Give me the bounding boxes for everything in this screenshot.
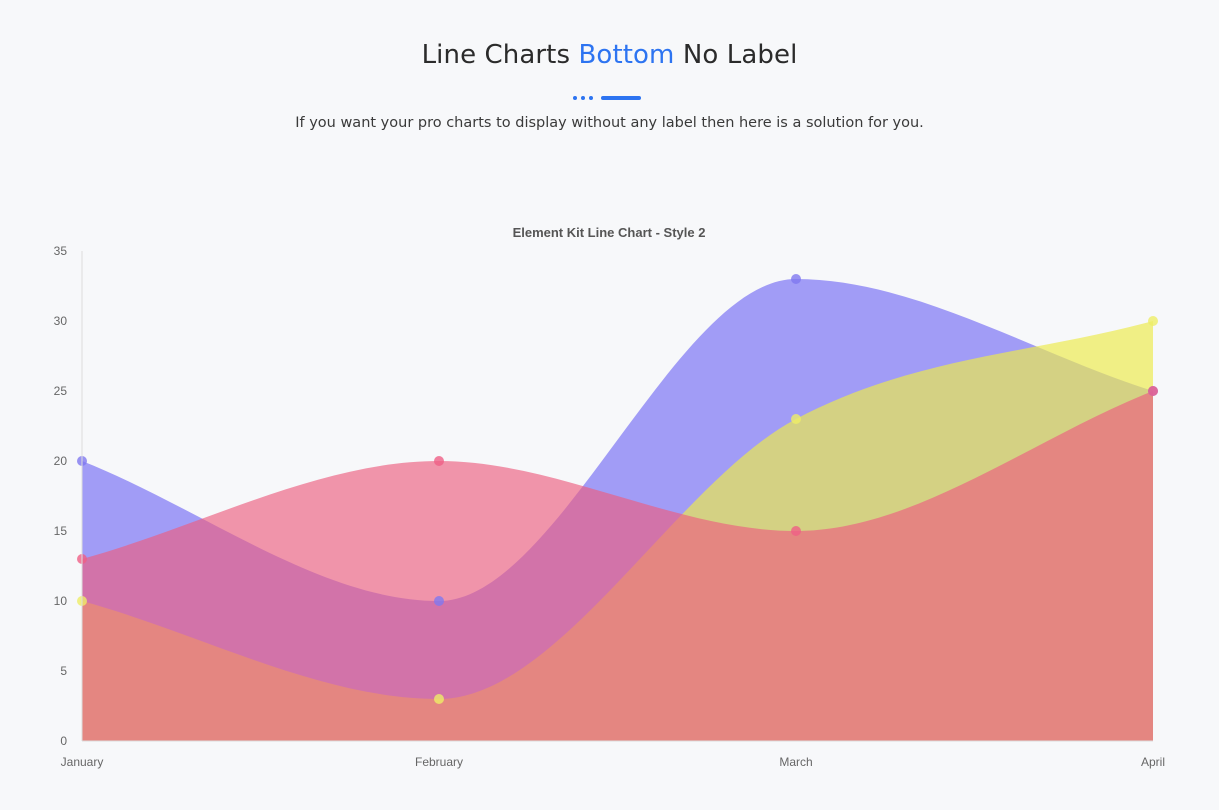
divider-dot: [573, 96, 577, 100]
series-2-point[interactable]: [434, 694, 444, 704]
y-tick-label: 15: [54, 524, 68, 538]
x-tick-label: April: [1141, 755, 1165, 769]
area-chart: Element Kit Line Chart - Style 2 0 5 10 15 2…: [54, 225, 1165, 769]
series-3-area: [82, 391, 1153, 741]
series-1-point[interactable]: [434, 596, 444, 606]
y-axis: 0 5 10 15 20 25 30 35: [54, 244, 83, 748]
y-tick-label: 35: [54, 244, 68, 258]
series-2-point[interactable]: [1148, 316, 1158, 326]
y-tick-label: 10: [54, 594, 68, 608]
series-areas: [82, 279, 1153, 741]
title-accent-text: Bottom: [578, 40, 675, 70]
chart-container: Element Kit Line Chart - Style 2 0 5 10 15 2…: [0, 210, 1219, 790]
divider-dot: [589, 96, 593, 100]
series-1-point[interactable]: [791, 274, 801, 284]
x-tick-label: January: [61, 755, 104, 769]
y-tick-label: 25: [54, 384, 68, 398]
title-text-start: Line Charts: [421, 40, 579, 70]
title-divider: [573, 96, 643, 100]
page-title: Line Charts Bottom No Label: [0, 40, 1219, 70]
divider-dot: [581, 96, 585, 100]
divider-bar: [601, 96, 641, 100]
series-3-point[interactable]: [1148, 386, 1158, 396]
y-tick-label: 20: [54, 454, 68, 468]
title-text-end: No Label: [674, 40, 798, 70]
page-subtitle: If you want your pro charts to display w…: [295, 115, 924, 131]
y-tick-label: 0: [60, 734, 67, 748]
y-tick-label: 30: [54, 314, 68, 328]
series-3-point[interactable]: [434, 456, 444, 466]
heading-section: Line Charts Bottom No Label: [0, 40, 1219, 70]
x-axis: January February March April: [61, 740, 1165, 769]
y-tick-label: 5: [60, 664, 67, 678]
series-2-point[interactable]: [791, 414, 801, 424]
series-3-point[interactable]: [791, 526, 801, 536]
chart-title: Element Kit Line Chart - Style 2: [513, 225, 706, 240]
x-tick-label: March: [779, 755, 812, 769]
x-tick-label: February: [415, 755, 463, 769]
